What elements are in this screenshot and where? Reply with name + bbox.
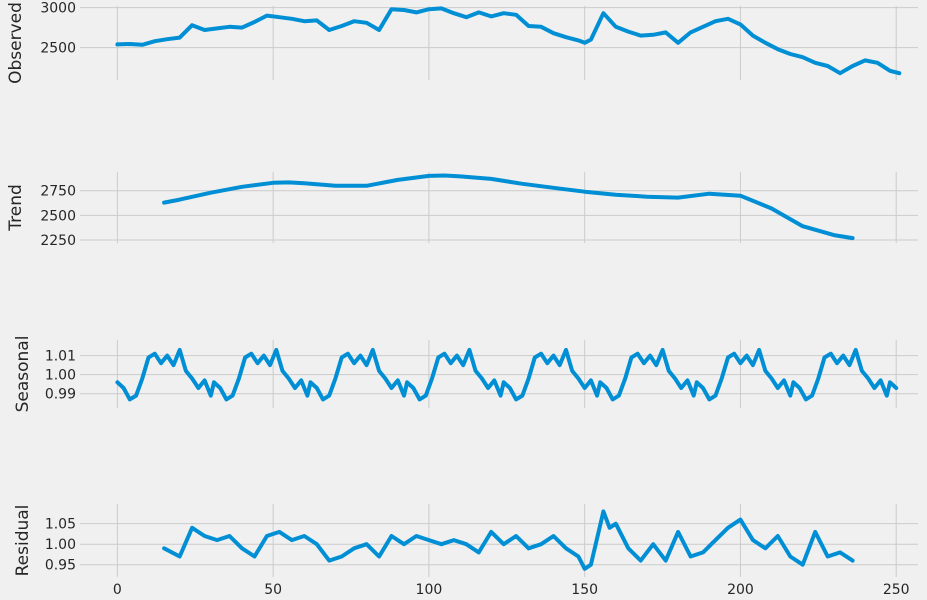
- observed-axis-label: Observed: [6, 2, 26, 84]
- trend-y-tick-label: 2750: [40, 184, 76, 200]
- seasonal-axis-label: Seasonal: [13, 336, 33, 413]
- x-tick-label: 200: [727, 582, 754, 598]
- residual-y-tick-label: 1.00: [45, 537, 76, 553]
- residual-y-tick-label: 1.05: [45, 517, 76, 533]
- seasonal-y-tick-label: 1.00: [45, 368, 76, 384]
- observed-y-tick-label: 2500: [40, 41, 76, 57]
- trend-y-tick-label: 2500: [40, 208, 76, 224]
- seasonal-y-tick-label: 0.99: [45, 387, 76, 403]
- seasonal-panel: 0.99 1.00 1.01 Seasonal: [13, 336, 918, 413]
- x-tick-label: 150: [571, 582, 598, 598]
- x-tick-label: 0: [113, 582, 122, 598]
- residual-axis-label: Residual: [13, 505, 33, 577]
- trend-y-tick-label: 2250: [40, 233, 76, 249]
- observed-y-tick-label: 3000: [40, 1, 76, 17]
- trend-panel: 2250 2500 2750 Trend: [6, 172, 918, 249]
- observed-panel: 2500 3000 Observed: [6, 1, 918, 84]
- trend-series-line: [162, 173, 855, 241]
- x-tick-label: 250: [883, 582, 910, 598]
- residual-panel: 0 50 100 150 200 250 0.95 1.00 1.05 Residual: [13, 504, 918, 598]
- trend-axis-label: Trend: [6, 184, 26, 232]
- seasonal-series-line: [115, 347, 899, 402]
- seasonal-y-tick-label: 1.01: [45, 349, 76, 365]
- observed-series-line: [115, 6, 902, 76]
- x-tick-label: 100: [416, 582, 443, 598]
- residual-y-tick-label: 0.95: [45, 558, 76, 574]
- residual-series-line: [162, 509, 855, 571]
- x-tick-label: 50: [264, 582, 282, 598]
